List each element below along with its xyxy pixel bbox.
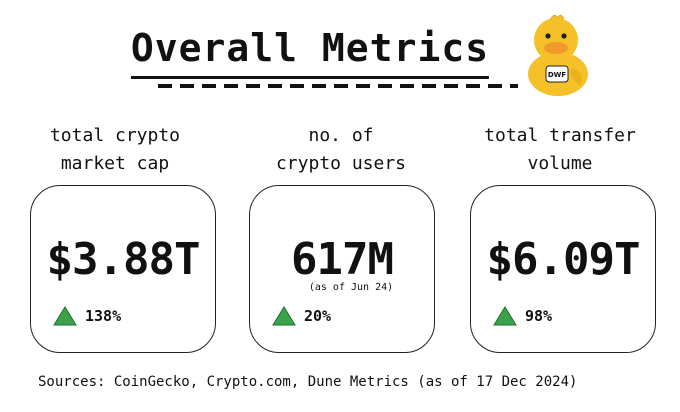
metric-note: (as of Jun 24) xyxy=(308,282,394,293)
metric-label-transfer-volume: total transfer volume xyxy=(484,125,636,174)
metric-change: 20% xyxy=(272,306,331,326)
metric-change-value: 20% xyxy=(304,307,332,325)
title-dashed-underline xyxy=(158,84,518,88)
metric-change-value: 138% xyxy=(85,307,122,325)
metric-label-users: no. of crypto users xyxy=(275,125,407,174)
metric-card-market-cap: $3.88T 138% xyxy=(30,185,216,353)
triangle-up-icon xyxy=(493,306,517,326)
metric-label-market-cap: total crypto market cap xyxy=(49,125,181,174)
metric-change: 138% xyxy=(53,306,121,326)
metric-value: $6.09T xyxy=(486,234,641,285)
duck-badge-text: DWF xyxy=(548,71,567,79)
metric-change: 98% xyxy=(493,306,552,326)
sources-footnote: Sources: CoinGecko, Crypto.com, Dune Met… xyxy=(38,374,578,390)
page-title: Overall Metrics xyxy=(130,26,490,79)
triangle-up-icon xyxy=(53,306,77,326)
metric-card-transfer-volume: $6.09T 98% xyxy=(470,185,656,353)
triangle-up-icon xyxy=(272,306,296,326)
metric-value: 617M xyxy=(291,234,394,285)
metric-card-users: 617M (as of Jun 24) 20% xyxy=(249,185,435,353)
title-area: Overall Metrics xyxy=(0,26,680,79)
metric-change-value: 98% xyxy=(525,307,553,325)
metric-value: $3.88T xyxy=(46,234,201,285)
duck-mascot-icon: DWF xyxy=(528,14,588,96)
